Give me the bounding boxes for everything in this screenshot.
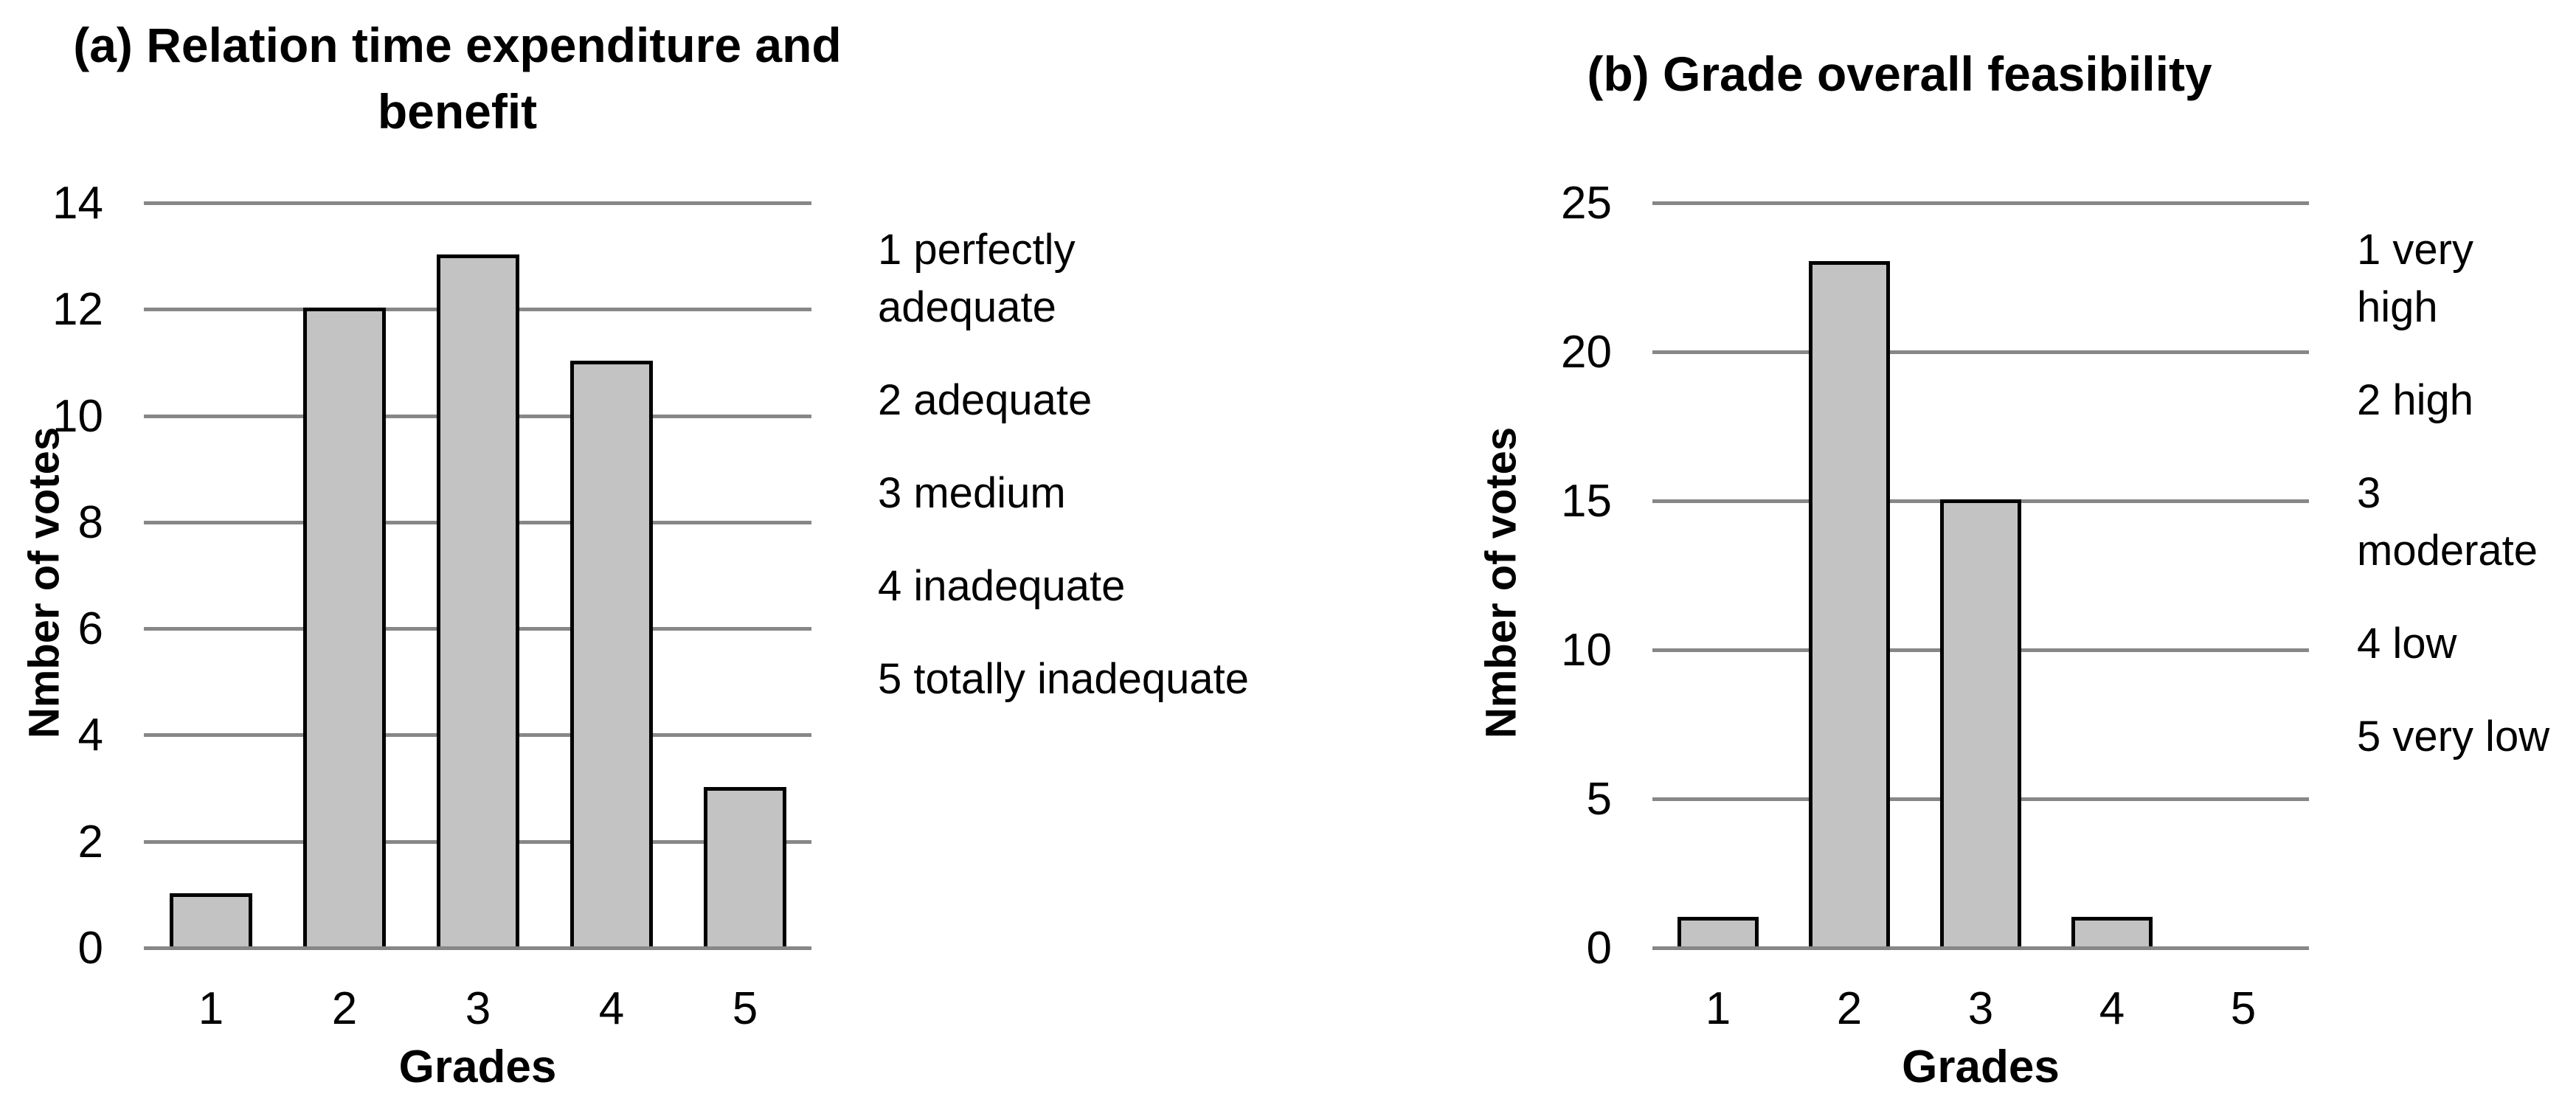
legend-item-1: 1 perfectly adequate (878, 221, 1249, 336)
x-tick-label-4: 4 (2099, 983, 2125, 1034)
x-tick-label-1: 1 (198, 983, 224, 1034)
y-tick-label-15: 15 (1561, 476, 1612, 527)
gridline-y20 (1652, 350, 2309, 354)
legend-item-3: 3 moderate (2357, 465, 2549, 580)
bar-grade-1 (1677, 917, 1759, 946)
chart-title-line: (b) Grade overall feasibility (1587, 46, 2212, 101)
y-tick-label-6: 6 (77, 603, 103, 654)
legend-item-line: 5 totally inadequate (878, 655, 1250, 703)
bar-grade-3 (437, 254, 519, 946)
legend-item-5: 5 very low (2357, 708, 2549, 766)
chart-title-line: benefit (377, 84, 538, 139)
legend-item-line: 1 very (2357, 226, 2473, 274)
legend-item-2: 2 high (2357, 372, 2549, 429)
gridline-y14 (144, 201, 811, 205)
bar-grade-3 (1940, 499, 2021, 946)
legend-item-line: 4 inadequate (878, 562, 1126, 610)
x-tick-label-3: 3 (465, 983, 491, 1034)
gridline-y0 (144, 946, 811, 950)
y-tick-label-20: 20 (1561, 327, 1612, 378)
legend-item-5: 5 totally inadequate (878, 651, 1249, 708)
bar-grade-4 (570, 361, 653, 946)
legend-item-line: 3 (2357, 469, 2381, 517)
y-tick-label-10: 10 (52, 391, 103, 442)
x-tick-label-5: 5 (732, 983, 758, 1034)
legend-item-line: 2 adequate (878, 376, 1093, 424)
x-tick-label-3: 3 (1967, 983, 1994, 1034)
bar-grade-1 (170, 893, 252, 946)
y-tick-label-5: 5 (1586, 774, 1612, 825)
legend-b: 1 very high 2 high 3 moderate 4 low 5 very low (2357, 221, 2549, 766)
chart-title-b: (b) Grade overall feasibility (1402, 41, 2397, 107)
legend-item-3: 3 medium (878, 465, 1249, 522)
y-tick-label-10: 10 (1561, 625, 1612, 676)
y-tick-label-0: 0 (77, 923, 103, 974)
x-tick-label-1: 1 (1705, 983, 1731, 1034)
bar-grade-4 (2071, 917, 2153, 946)
legend-item-line: 5 very low (2357, 713, 2550, 760)
bar-grade-5 (704, 787, 786, 946)
y-tick-label-4: 4 (77, 710, 103, 760)
legend-a: 1 perfectly adequate 2 adequate 3 medium 4 i… (878, 221, 1249, 708)
x-tick-label-2: 2 (331, 983, 358, 1034)
bar-grade-2 (1809, 261, 1890, 946)
legend-item-line: high (2357, 283, 2438, 331)
y-tick-label-8: 8 (77, 497, 103, 548)
y-tick-label-0: 0 (1586, 923, 1612, 974)
y-tick-label-2: 2 (77, 817, 103, 867)
x-tick-label-2: 2 (1836, 983, 1863, 1034)
x-axis-title-b: Grades (1902, 1042, 2060, 1092)
y-tick-label-14: 14 (52, 178, 103, 229)
legend-item-line: 4 low (2357, 620, 2457, 668)
chart-title-line: (a) Relation time expenditure and (73, 18, 842, 72)
legend-item-line: 3 medium (878, 469, 1066, 517)
y-tick-label-25: 25 (1561, 178, 1612, 229)
x-axis-title-a: Grades (398, 1042, 557, 1092)
legend-item-4: 4 inadequate (878, 558, 1249, 615)
legend-item-2: 2 adequate (878, 372, 1249, 429)
chart-title-a: (a) Relation time expenditure and benefit (0, 12, 915, 145)
bar-grade-2 (303, 308, 386, 946)
legend-item-line: moderate (2357, 527, 2538, 575)
x-tick-label-5: 5 (2230, 983, 2257, 1034)
legend-item-1: 1 very high (2357, 221, 2549, 336)
x-tick-label-4: 4 (598, 983, 625, 1034)
legend-item-line: 1 perfectly (878, 226, 1076, 274)
gridline-y25 (1652, 201, 2309, 205)
legend-item-line: 2 high (2357, 376, 2474, 424)
gridline-y0 (1652, 946, 2309, 950)
legend-item-line: adequate (878, 283, 1056, 331)
y-tick-label-12: 12 (52, 284, 103, 335)
legend-item-4: 4 low (2357, 615, 2549, 673)
